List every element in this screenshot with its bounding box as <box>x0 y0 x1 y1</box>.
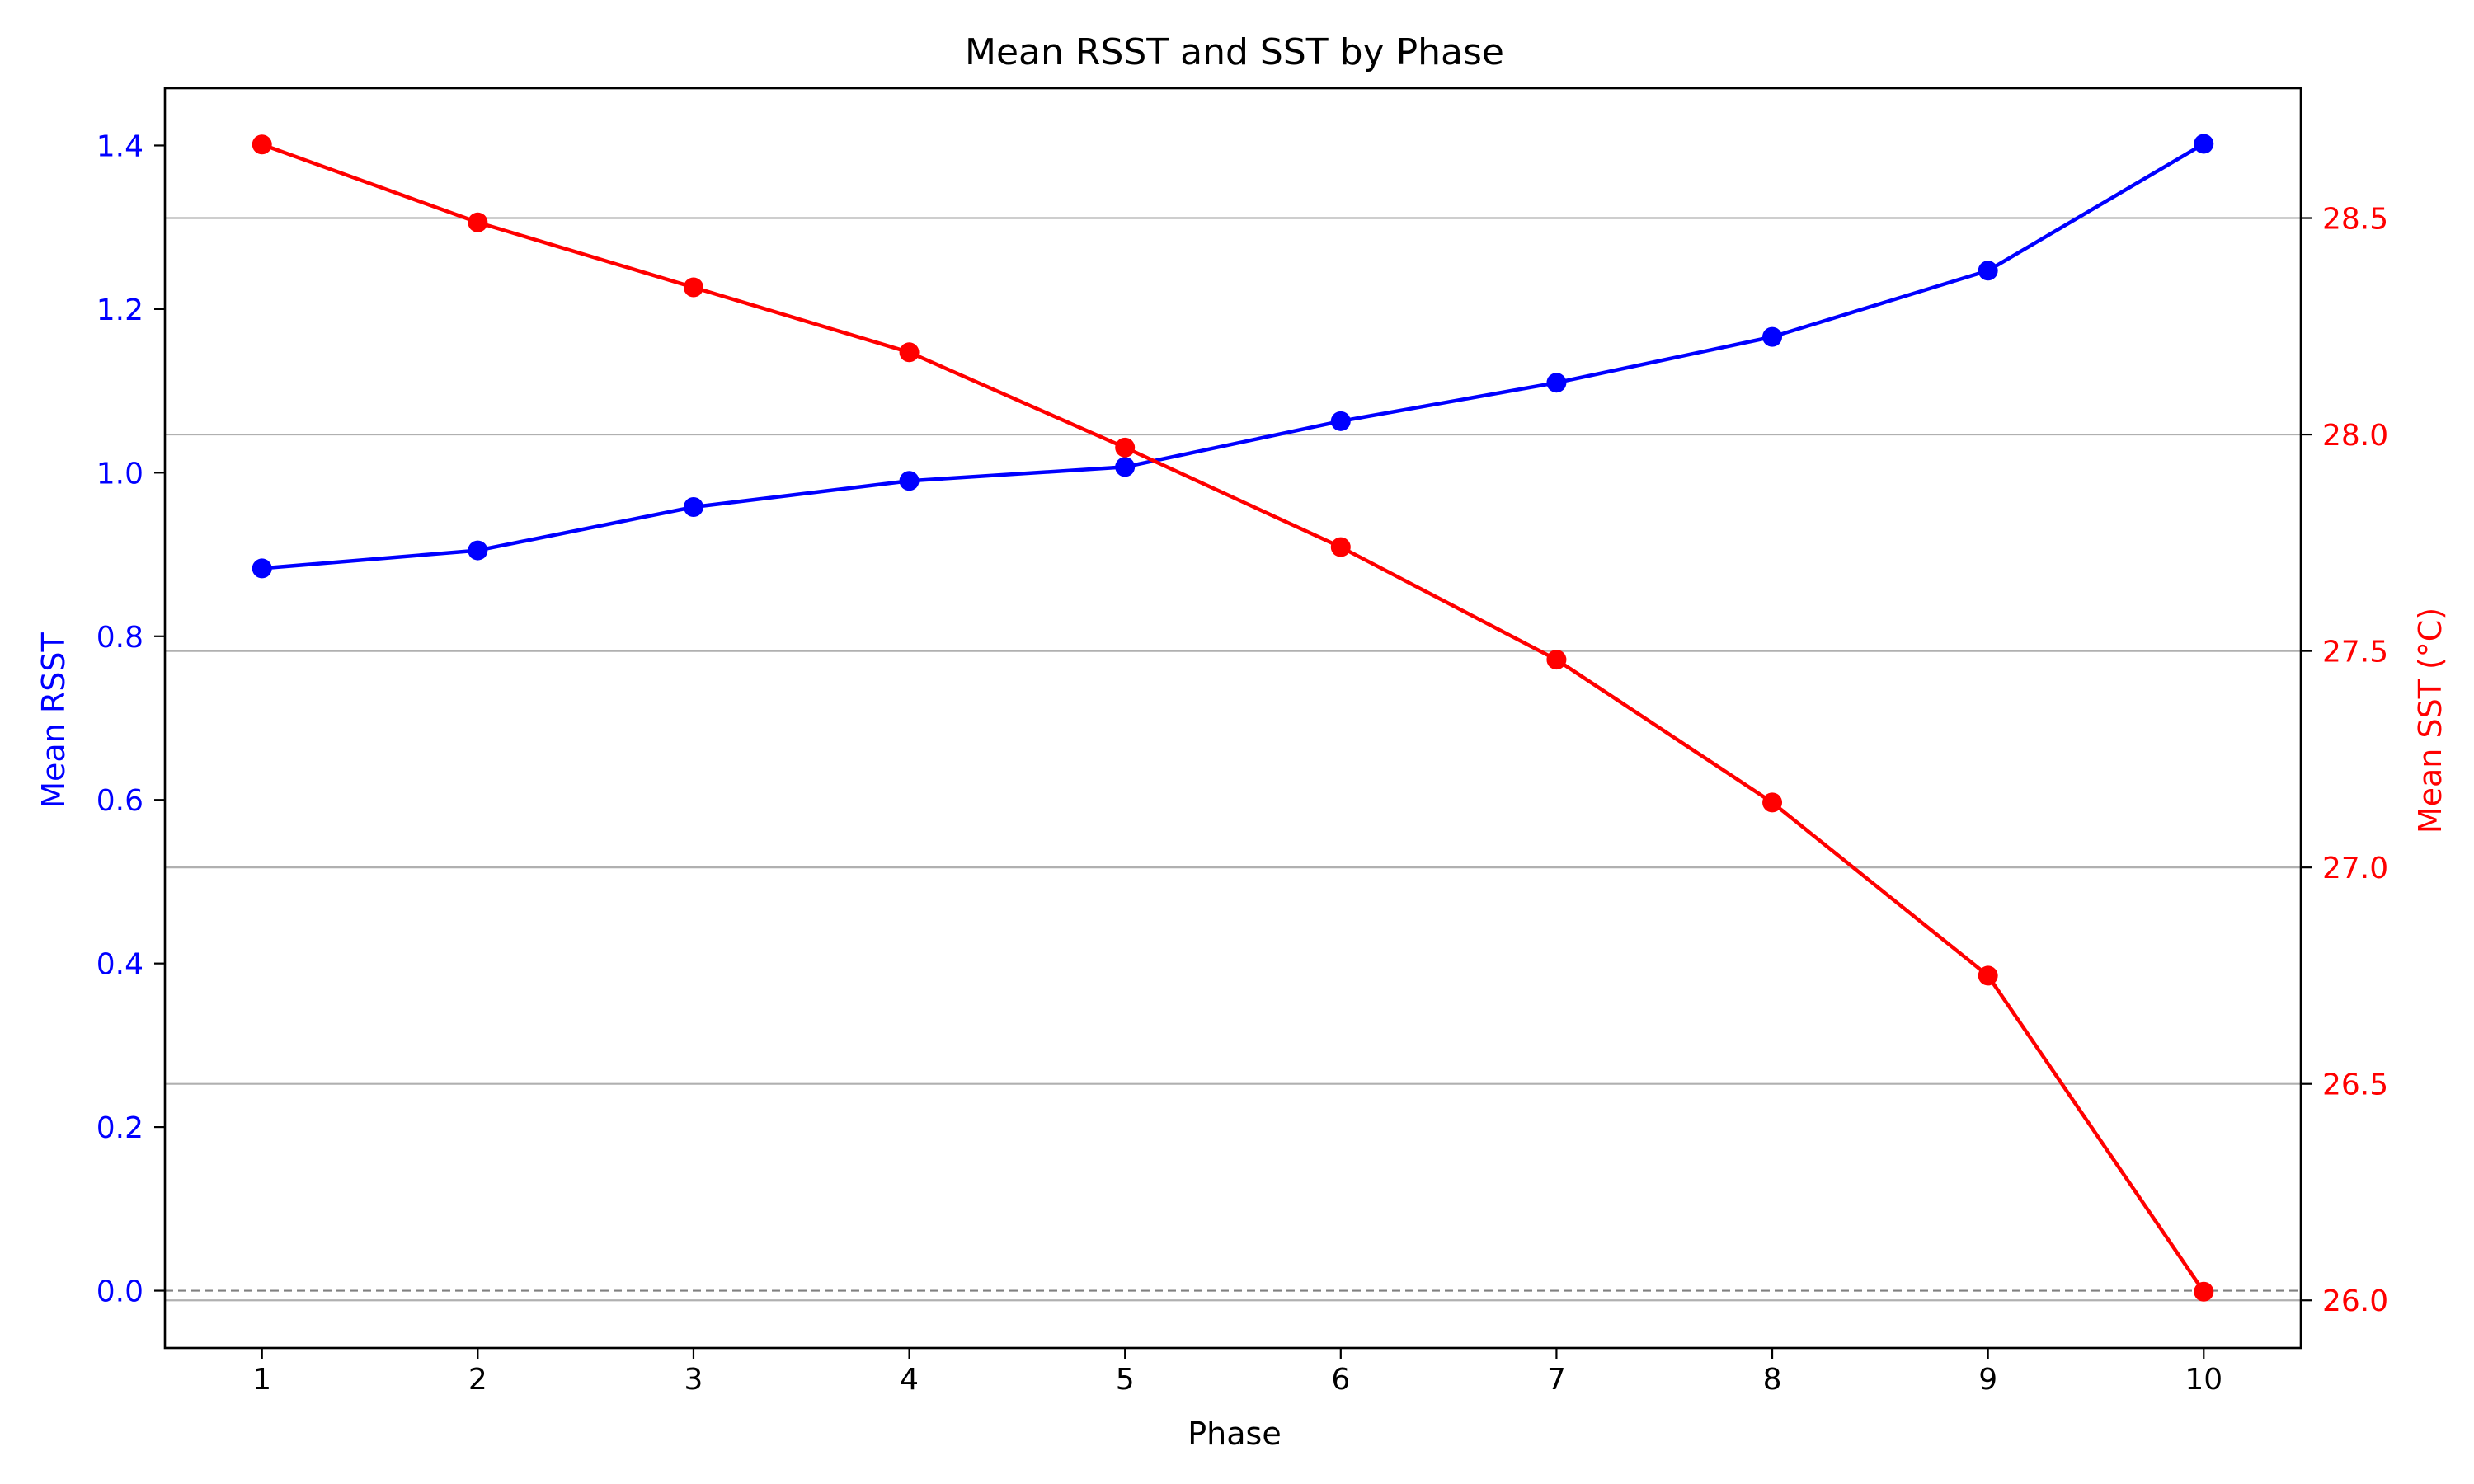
grid-layer <box>165 217 2301 1302</box>
series-line-left <box>261 142 2205 571</box>
left-y-tick-label: 0.4 <box>96 948 143 982</box>
right-y-axis: 26.0 26.5 27.0 27.5 28.0 28.5 <box>2301 203 2388 1318</box>
data-point-right <box>899 342 920 363</box>
data-point-left <box>899 471 920 491</box>
data-point-right <box>1330 537 1351 557</box>
x-axis: 1 2 3 4 5 6 7 8 9 10 <box>252 1348 2222 1397</box>
x-axis-label: Phase <box>1188 1416 1281 1452</box>
data-point-left <box>1762 326 1783 347</box>
right-y-tick-label: 26.0 <box>2322 1284 2388 1318</box>
chart-title: Mean RSST and SST by Phase <box>965 31 1504 73</box>
data-point-left <box>1978 261 1998 281</box>
left-y-tick-label: 0.6 <box>96 784 143 818</box>
data-point-right <box>1115 437 1136 458</box>
data-point-right <box>1762 792 1783 813</box>
x-tick-label: 6 <box>1331 1363 1350 1397</box>
left-y-axis: 0.0 0.2 0.4 0.6 0.8 1.0 1.2 1.4 <box>96 129 165 1309</box>
x-tick-label: 7 <box>1547 1363 1566 1397</box>
x-tick-label: 2 <box>468 1363 487 1397</box>
x-tick-label: 4 <box>900 1363 919 1397</box>
series-layer <box>252 134 2214 1302</box>
data-point-left <box>2194 134 2214 154</box>
x-tick-label: 9 <box>1978 1363 1997 1397</box>
left-y-tick-label: 1.4 <box>96 129 143 163</box>
data-point-left <box>252 558 272 579</box>
data-point-left <box>468 540 488 561</box>
data-point-left <box>683 497 703 518</box>
data-point-right <box>1978 965 1998 986</box>
right-y-tick-label: 28.5 <box>2322 203 2388 237</box>
left-y-tick-label: 0.8 <box>96 621 143 655</box>
left-y-tick-label: 1.0 <box>96 457 143 491</box>
data-point-right <box>2194 1281 2214 1302</box>
left-y-tick-label: 1.2 <box>96 294 143 327</box>
right-y-axis-label: Mean SST (°C) <box>2412 608 2448 834</box>
data-point-right <box>683 277 703 298</box>
x-tick-label: 3 <box>684 1363 703 1397</box>
data-point-right <box>468 212 488 232</box>
x-tick-label: 1 <box>252 1363 271 1397</box>
x-tick-label: 5 <box>1116 1363 1135 1397</box>
series-line-right <box>261 143 2206 1294</box>
right-y-tick-label: 27.0 <box>2322 852 2388 885</box>
data-point-left <box>1546 373 1567 393</box>
data-point-right <box>1546 650 1567 670</box>
data-point-right <box>252 134 272 155</box>
right-y-tick-label: 28.0 <box>2322 419 2388 453</box>
data-point-left <box>1330 411 1351 431</box>
left-y-axis-label: Mean RSST <box>35 632 72 808</box>
data-point-left <box>1115 457 1136 477</box>
plot-frame <box>163 87 2302 1350</box>
left-y-tick-label: 0.2 <box>96 1111 143 1145</box>
x-tick-label: 8 <box>1763 1363 1782 1397</box>
right-y-tick-label: 26.5 <box>2322 1068 2388 1102</box>
left-y-tick-label: 0.0 <box>96 1275 143 1309</box>
right-y-tick-label: 27.5 <box>2322 636 2388 669</box>
x-tick-label: 10 <box>2185 1363 2222 1397</box>
